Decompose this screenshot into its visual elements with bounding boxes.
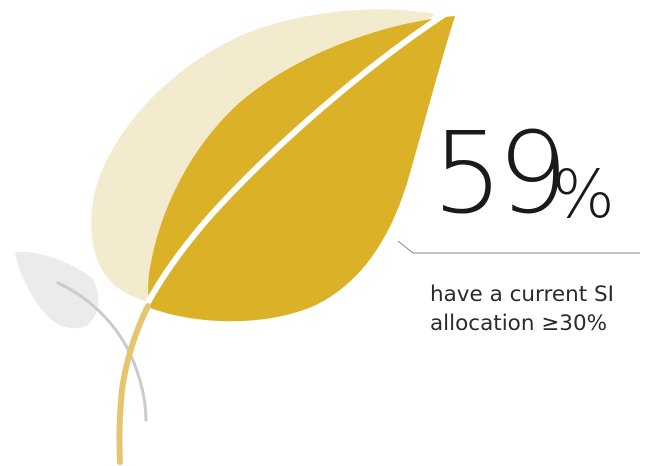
small-grey-leaf	[15, 251, 99, 329]
golden-stem	[116, 303, 151, 465]
grey-stem	[56, 281, 148, 422]
callout-line	[397, 240, 640, 254]
caption-line-1: have a current SI	[430, 282, 614, 307]
stat-figure: 59 %	[432, 118, 642, 238]
leaf-midrib	[143, 9, 451, 309]
golden-leaf	[148, 16, 455, 322]
stat-number: 59	[432, 109, 568, 239]
caption-line-2: allocation ≥30%	[430, 311, 608, 336]
stat-caption: have a current SI allocation ≥30%	[430, 280, 645, 338]
stat-percent-sign: %	[552, 156, 615, 233]
